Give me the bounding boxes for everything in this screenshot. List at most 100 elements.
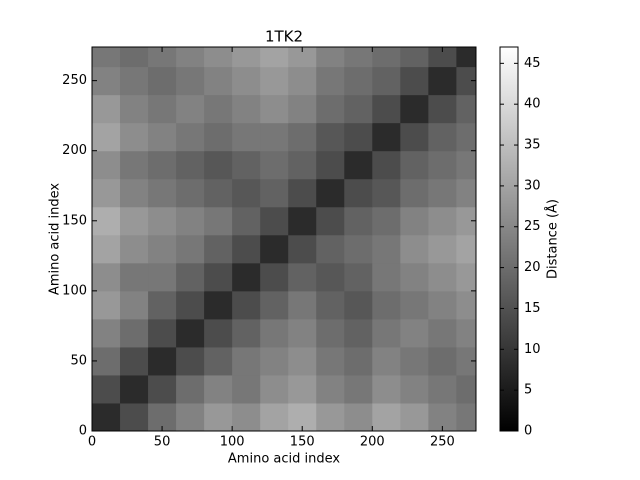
heatmap-cell: [372, 262, 401, 292]
heatmap-cell: [456, 206, 477, 236]
heatmap-cell: [288, 47, 317, 68]
heatmap-cell: [428, 94, 457, 124]
x-tick-label: 250: [430, 435, 455, 450]
heatmap-cell: [372, 346, 401, 376]
heatmap-cell: [400, 122, 429, 152]
y-tick-label: 250: [62, 73, 87, 88]
heatmap-cell: [176, 290, 205, 320]
heatmap-cell: [260, 318, 289, 348]
heatmap-cell: [372, 290, 401, 320]
heatmap-cell: [232, 206, 261, 236]
heatmap-cell: [92, 318, 121, 348]
heatmap-cell: [288, 178, 317, 208]
colorbar-tick-label: 45: [524, 56, 541, 71]
heatmap-cell: [232, 150, 261, 180]
heatmap-cell: [232, 234, 261, 264]
heatmap-cell: [204, 66, 233, 96]
heatmap-cell: [344, 206, 373, 236]
colorbar-tick-label: 15: [524, 301, 541, 316]
heatmap-cell: [428, 122, 457, 152]
heatmap-cell: [456, 66, 477, 96]
heatmap-cell: [400, 150, 429, 180]
heatmap-cell: [176, 234, 205, 264]
heatmap-cell: [176, 262, 205, 292]
heatmap-cell: [316, 402, 345, 432]
heatmap-cell: [204, 206, 233, 236]
heatmap-cell: [372, 66, 401, 96]
colorbar-label: Distance (Å): [545, 199, 561, 279]
x-tick-label: 50: [154, 435, 171, 450]
heatmap-cell: [232, 178, 261, 208]
heatmap-cell: [400, 402, 429, 432]
heatmap-cell: [232, 262, 261, 292]
heatmap-cell: [344, 178, 373, 208]
heatmap-cell: [204, 122, 233, 152]
heatmap-cell: [232, 66, 261, 96]
heatmap-cell: [260, 262, 289, 292]
heatmap-cell: [260, 234, 289, 264]
heatmap-cell: [316, 47, 345, 68]
heatmap-cell: [204, 318, 233, 348]
heatmap-cell: [372, 318, 401, 348]
heatmap-cell: [456, 94, 477, 124]
plot-frame: [91, 46, 477, 432]
heatmap-cell: [176, 346, 205, 376]
heatmap-cell: [92, 234, 121, 264]
heatmap-cell: [232, 374, 261, 404]
colorbar-tick-label: 0: [524, 424, 532, 439]
heatmap-cell: [400, 47, 429, 68]
y-tick-label: 50: [70, 353, 87, 368]
heatmap-cell: [176, 122, 205, 152]
heatmap-cell: [372, 206, 401, 236]
heatmap-cell: [148, 66, 177, 96]
heatmap-cell: [148, 374, 177, 404]
heatmap-cell: [372, 94, 401, 124]
heatmap-cell: [456, 178, 477, 208]
colorbar-tick-label: 30: [524, 178, 541, 193]
heatmap-cell: [316, 66, 345, 96]
heatmap-cell: [372, 150, 401, 180]
heatmap-cell: [204, 290, 233, 320]
heatmap-cell: [176, 94, 205, 124]
heatmap-cell: [428, 178, 457, 208]
y-axis-label: Amino acid index: [48, 183, 63, 295]
heatmap-cell: [344, 374, 373, 404]
heatmap-cell: [204, 234, 233, 264]
heatmap-cell: [344, 262, 373, 292]
colorbar-tick-label: 20: [524, 260, 541, 275]
heatmap-cell: [344, 318, 373, 348]
heatmap-cell: [148, 290, 177, 320]
heatmap-cell: [316, 346, 345, 376]
heatmap-cell: [92, 402, 121, 432]
heatmap-cell: [428, 150, 457, 180]
heatmap-cell: [372, 402, 401, 432]
heatmap-cell: [344, 66, 373, 96]
heatmap-cell: [316, 374, 345, 404]
heatmap-cell: [428, 318, 457, 348]
x-tick-label: 150: [290, 435, 315, 450]
heatmap-cell: [344, 47, 373, 68]
heatmap-cell: [176, 66, 205, 96]
heatmap-cell: [344, 122, 373, 152]
chart-title: 1TK2: [265, 28, 303, 46]
heatmap-cell: [456, 150, 477, 180]
x-axis-label: Amino acid index: [228, 452, 340, 467]
heatmap-cell: [316, 290, 345, 320]
colorbar-tick-label: 10: [524, 342, 541, 357]
heatmap-cell: [456, 318, 477, 348]
heatmap-cell: [176, 318, 205, 348]
heatmap-cell: [456, 346, 477, 376]
x-tick-label: 200: [360, 435, 385, 450]
heatmap-cell: [344, 346, 373, 376]
heatmap-cell: [120, 290, 149, 320]
x-tick-label: 0: [88, 435, 96, 450]
heatmap-cell: [120, 318, 149, 348]
heatmap-cell: [92, 47, 121, 68]
heatmap-cell: [372, 47, 401, 68]
y-tick-label: 0: [79, 424, 87, 439]
heatmap-cell: [176, 150, 205, 180]
heatmap-cell: [204, 346, 233, 376]
heatmap-cell: [400, 262, 429, 292]
heatmap-cell: [288, 122, 317, 152]
heatmap-cell: [400, 66, 429, 96]
